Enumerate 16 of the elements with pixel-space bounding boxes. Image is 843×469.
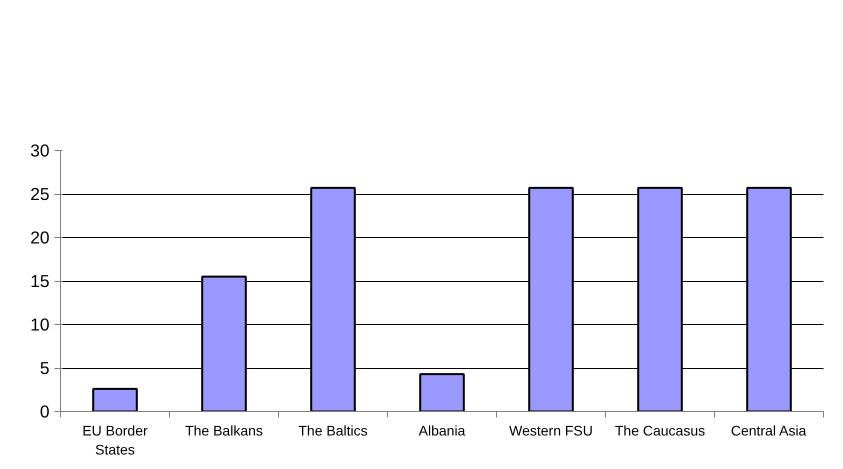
x-tick-label: The Balkans: [185, 422, 263, 438]
x-tick-label: Western FSU: [509, 422, 593, 438]
x-tick-label: EU Border States: [82, 422, 148, 458]
y-tick-label: 5: [40, 358, 50, 378]
y-tick-label: 15: [30, 271, 50, 291]
y-tick-label: 30: [30, 140, 50, 160]
bar: [419, 373, 465, 412]
y-tick-label: 10: [30, 314, 50, 334]
y-tick-label: 20: [30, 228, 50, 248]
x-tick-label: Albania: [418, 422, 466, 438]
x-tick-label: Central Asia: [730, 422, 807, 438]
x-tick-label: The Baltics: [298, 422, 368, 438]
bar: [92, 388, 138, 412]
x-tick-label: The Caucasus: [614, 422, 706, 438]
y-tick-label: 25: [30, 184, 50, 204]
y-tick-label: 0: [40, 402, 50, 422]
